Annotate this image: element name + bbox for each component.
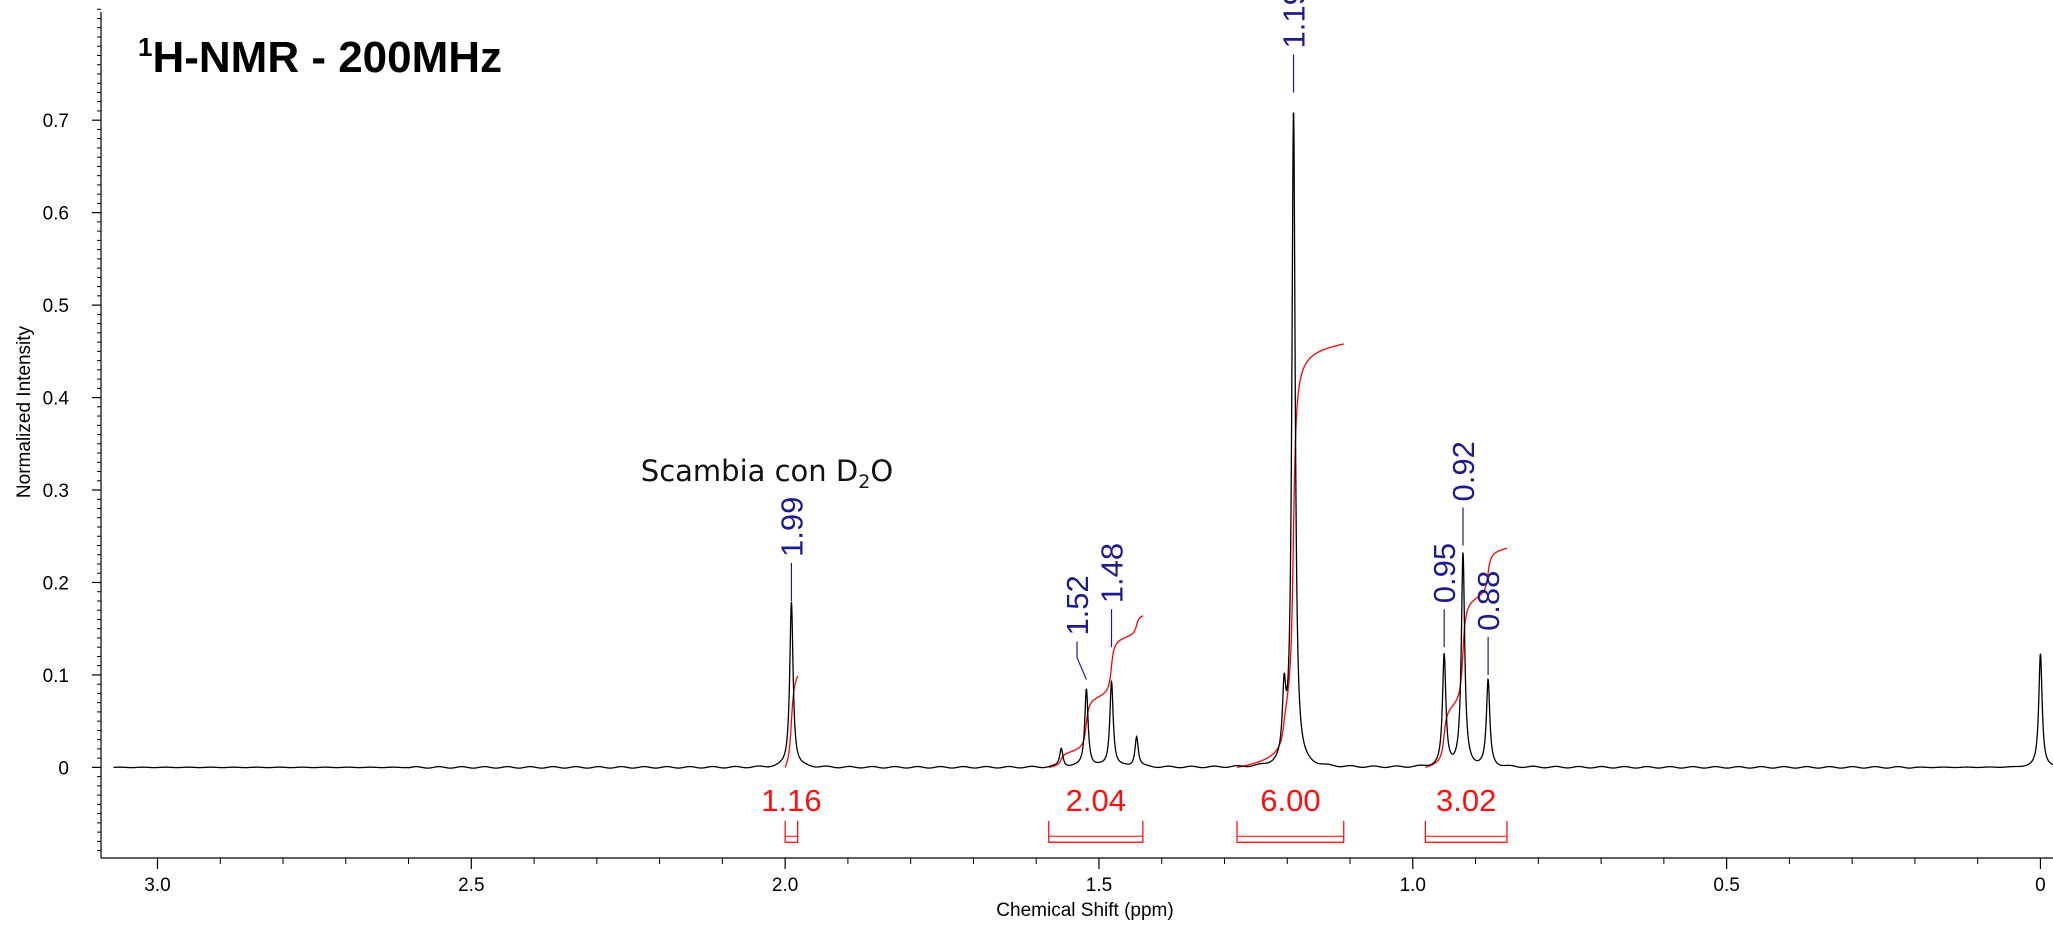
integral-label: 3.02 (1436, 783, 1496, 818)
integral-curve (1425, 547, 1508, 768)
peak-label: 0.92 (1446, 441, 1481, 501)
chart-title: 1H-NMR - 200MHz (138, 32, 502, 82)
y-tick-label: 0.5 (43, 296, 69, 317)
y-tick-label: 0.7 (43, 111, 69, 132)
x-tick-label: 3.0 (144, 875, 170, 896)
y-tick-label: 0.4 (43, 389, 70, 410)
integral-brackets: 1.16 2.04 6.00 3.02 (761, 783, 1508, 843)
peak-label: 1.19 (1277, 0, 1312, 48)
x-axis-title: Chemical Shift (ppm) (996, 900, 1173, 921)
integral-curve (784, 675, 799, 768)
title-superscript: 1 (138, 32, 152, 62)
x-tick-label: 2.0 (772, 875, 798, 896)
x-tick-label: 2.5 (458, 875, 484, 896)
spectrum-line (113, 112, 2053, 769)
integral-label: 1.16 (761, 783, 821, 818)
y-tick-label: 0.1 (43, 666, 69, 687)
axes: 0 0.1 0.2 0.3 0.4 0.5 0.6 0.7 3.0 2.5 2.0 1.5 1.0 0.5… (43, 8, 2053, 896)
integral-label: 6.00 (1260, 783, 1320, 818)
x-tick-label: 0 (2035, 875, 2046, 896)
integral-bracket (1424, 821, 1508, 843)
integral-bracket (1236, 821, 1345, 843)
y-tick-label: 0.3 (43, 481, 69, 502)
peak-label: 1.48 (1095, 543, 1130, 603)
x-tick-label: 1.5 (1086, 875, 1112, 896)
peak-label: 1.99 (774, 497, 809, 557)
x-tick-label: 0.5 (1713, 875, 1739, 896)
integral-curve (1236, 343, 1344, 769)
y-tick-label: 0.2 (43, 573, 69, 594)
peak-label: 0.88 (1471, 571, 1506, 631)
annotation-text: Scambia con D2O (641, 454, 893, 493)
x-tick-label: 1.0 (1400, 875, 1426, 896)
integral-label: 2.04 (1066, 783, 1126, 818)
integral-curve (1048, 615, 1144, 769)
peak-label-leader (1076, 641, 1087, 680)
y-axis-title: Normalized Intensity (14, 325, 35, 498)
integral-bracket (784, 821, 799, 843)
y-tick-label: 0 (58, 758, 69, 779)
peak-label: 0.95 (1427, 543, 1462, 603)
peak-label: 1.52 (1060, 575, 1095, 635)
title-main: H-NMR - 200MHz (152, 33, 502, 82)
peak-labels: 1.99 1.521.48 1.19 0.95 0.92 0.88 (774, 0, 1506, 680)
y-tick-label: 0.6 (43, 204, 69, 225)
integral-bracket (1048, 821, 1144, 843)
integral-curves (784, 343, 1508, 769)
